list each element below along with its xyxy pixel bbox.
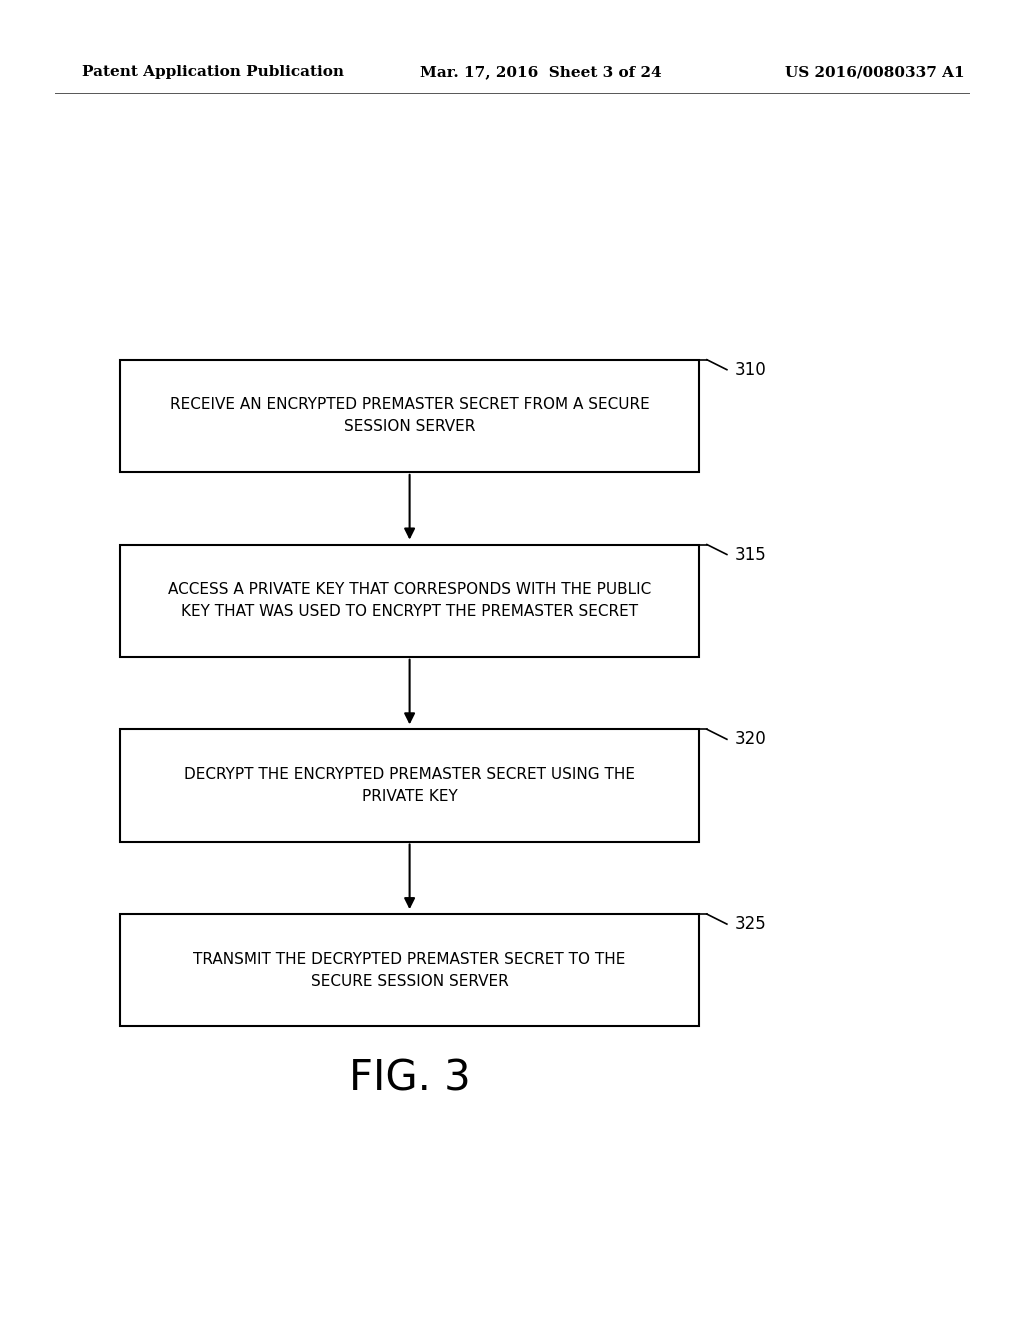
Text: 325: 325 bbox=[735, 915, 767, 933]
Bar bbox=[121, 729, 698, 842]
Text: FIG. 3: FIG. 3 bbox=[349, 1057, 470, 1100]
Text: ACCESS A PRIVATE KEY THAT CORRESPONDS WITH THE PUBLIC
KEY THAT WAS USED TO ENCRY: ACCESS A PRIVATE KEY THAT CORRESPONDS WI… bbox=[168, 582, 651, 619]
Bar bbox=[121, 360, 698, 471]
Text: 320: 320 bbox=[735, 730, 767, 748]
Bar bbox=[121, 913, 698, 1027]
Text: Mar. 17, 2016  Sheet 3 of 24: Mar. 17, 2016 Sheet 3 of 24 bbox=[420, 65, 662, 79]
Text: US 2016/0080337 A1: US 2016/0080337 A1 bbox=[785, 65, 965, 79]
Text: Patent Application Publication: Patent Application Publication bbox=[82, 65, 344, 79]
Text: TRANSMIT THE DECRYPTED PREMASTER SECRET TO THE
SECURE SESSION SERVER: TRANSMIT THE DECRYPTED PREMASTER SECRET … bbox=[194, 952, 626, 989]
Text: 315: 315 bbox=[735, 545, 767, 564]
Bar bbox=[121, 544, 698, 657]
Text: DECRYPT THE ENCRYPTED PREMASTER SECRET USING THE
PRIVATE KEY: DECRYPT THE ENCRYPTED PREMASTER SECRET U… bbox=[184, 767, 635, 804]
Text: RECEIVE AN ENCRYPTED PREMASTER SECRET FROM A SECURE
SESSION SERVER: RECEIVE AN ENCRYPTED PREMASTER SECRET FR… bbox=[170, 397, 649, 434]
Text: 310: 310 bbox=[735, 360, 767, 379]
